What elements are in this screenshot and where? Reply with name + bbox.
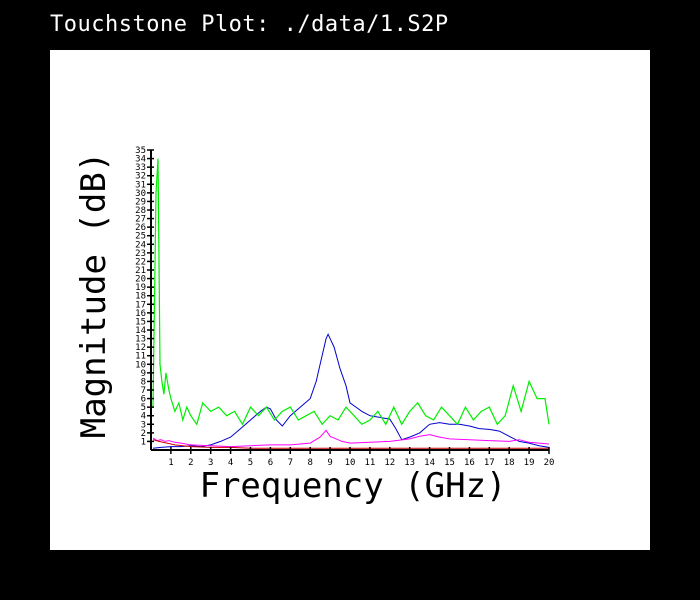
y-axis-ticks: 1234567891011121314151617181920212223242… bbox=[135, 146, 154, 447]
y-tick-label: 14 bbox=[135, 326, 146, 336]
x-tick-label: 7 bbox=[288, 458, 293, 468]
y-tick-label: 5 bbox=[141, 403, 146, 413]
x-tick-label: 16 bbox=[464, 458, 475, 468]
x-tick-label: 19 bbox=[524, 458, 535, 468]
x-tick-label: 5 bbox=[248, 458, 253, 468]
x-tick-label: 1 bbox=[168, 458, 173, 468]
y-tick-label: 26 bbox=[135, 223, 146, 233]
y-tick-label: 21 bbox=[135, 266, 146, 276]
y-tick-label: 3 bbox=[141, 420, 146, 430]
y-tick-label: 33 bbox=[135, 163, 146, 173]
x-tick-label: 6 bbox=[268, 458, 273, 468]
y-tick-label: 22 bbox=[135, 257, 146, 267]
y-tick-label: 29 bbox=[135, 197, 146, 207]
x-tick-label: 20 bbox=[544, 458, 555, 468]
y-tick-label: 35 bbox=[135, 146, 146, 156]
y-tick-label: 34 bbox=[135, 155, 146, 165]
y-tick-label: 1 bbox=[141, 437, 146, 447]
x-axis-ticks: 1 2 3 4 5 6 7 8 9 10 11 12 13 14 15 16 17 18 19 20 bbox=[168, 447, 554, 468]
y-tick-label: 13 bbox=[135, 335, 146, 345]
series-line-3 bbox=[152, 429, 550, 448]
series-line-2 bbox=[152, 158, 550, 426]
window-title: Touchstone Plot: ./data/1.S2P bbox=[50, 12, 449, 37]
plot-panel: 1 2 3 4 5 6 7 8 9 10 11 12 13 14 15 16 17 18 19 20 21 22 23 24 2… bbox=[50, 50, 650, 550]
y-tick-label: 19 bbox=[135, 283, 146, 293]
x-tick-label: 13 bbox=[404, 458, 415, 468]
x-tick-label: 14 bbox=[424, 458, 435, 468]
y-tick-label: 30 bbox=[135, 189, 146, 199]
y-tick-label: 9 bbox=[141, 369, 146, 379]
y-tick-label: 4 bbox=[141, 412, 146, 422]
y-tick-label: 12 bbox=[135, 343, 146, 353]
y-tick-label: 8 bbox=[141, 377, 146, 387]
y-tick-label: 11 bbox=[135, 352, 146, 362]
y-tick-label: 20 bbox=[135, 275, 146, 285]
y-tick-label: 7 bbox=[141, 386, 146, 396]
series-layer bbox=[152, 158, 550, 449]
y-tick-label: 16 bbox=[135, 309, 146, 319]
touchstone-chart: 1234567891011121314151617181920212223242… bbox=[74, 146, 554, 506]
y-tick-label: 32 bbox=[135, 172, 146, 182]
x-tick-label: 12 bbox=[384, 458, 395, 468]
x-tick-label: 10 bbox=[345, 458, 356, 468]
y-tick-label: 17 bbox=[135, 300, 146, 310]
y-tick-label: 15 bbox=[135, 317, 146, 327]
x-axis-title: Frequency (GHz) bbox=[199, 466, 506, 506]
x-tick-label: 8 bbox=[307, 458, 312, 468]
x-tick-label: 15 bbox=[444, 458, 455, 468]
x-tick-label: 3 bbox=[208, 458, 213, 468]
y-tick-label: 2 bbox=[141, 429, 146, 439]
y-tick-label: 31 bbox=[135, 180, 146, 190]
x-tick-label: 17 bbox=[484, 458, 495, 468]
x-tick-label: 4 bbox=[228, 458, 233, 468]
y-tick-label: 6 bbox=[141, 395, 146, 405]
series-line-1 bbox=[152, 333, 550, 449]
y-tick-label: 27 bbox=[135, 215, 146, 225]
y-tick-label: 28 bbox=[135, 206, 146, 216]
x-tick-label: 11 bbox=[364, 458, 375, 468]
y-tick-label: 24 bbox=[135, 240, 146, 250]
y-tick-label: 23 bbox=[135, 249, 146, 259]
y-tick-label: 25 bbox=[135, 232, 146, 242]
x-tick-label: 18 bbox=[504, 458, 515, 468]
y-tick-label: 10 bbox=[135, 360, 146, 370]
x-tick-label: 2 bbox=[188, 458, 193, 468]
y-axis-title: Magnitude (dB) bbox=[74, 152, 114, 439]
x-tick-label: 9 bbox=[327, 458, 332, 468]
y-tick-label: 18 bbox=[135, 292, 146, 302]
